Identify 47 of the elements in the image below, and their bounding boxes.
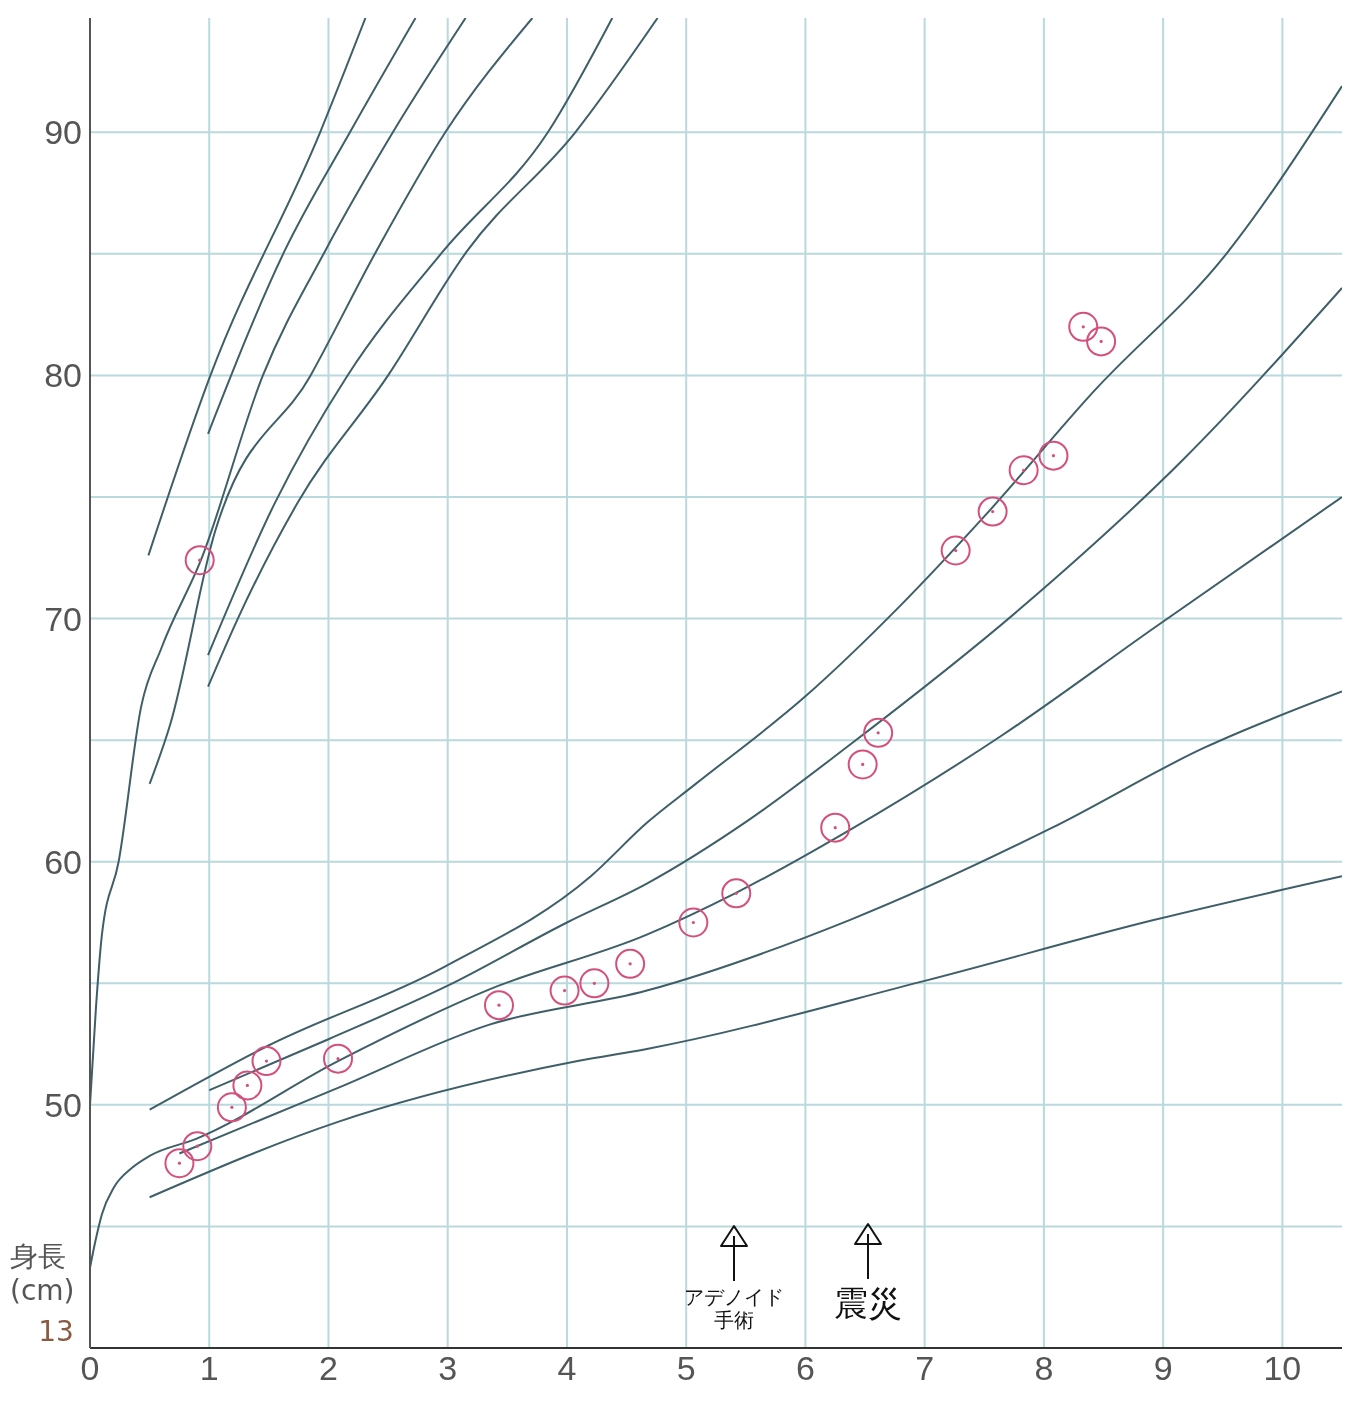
y-tick-label: 60 [44,842,82,881]
point [977,496,1008,527]
point [216,1092,247,1123]
point [721,878,752,909]
point [615,948,646,979]
x-tick-label: 5 [676,1349,696,1388]
line-series [208,286,1342,1092]
y-axis-title: 身長 (cm) [10,1240,75,1308]
point [1086,326,1117,357]
line-series [147,18,367,557]
y-tick-label: 80 [44,356,82,395]
x-tick-label: 1 [199,1349,219,1388]
point [232,1070,263,1101]
line-series [148,85,1342,1111]
point [847,749,878,780]
point [863,717,894,748]
x-tick-label: 3 [438,1349,458,1388]
point [678,907,709,938]
text: 13 [37,1315,75,1349]
point [1038,440,1069,471]
x-tick-label: 10 [1263,1349,1302,1388]
x-tick-label: 2 [319,1349,338,1388]
x-tick-label: 8 [1034,1349,1054,1388]
annotation: アデノイド手術 [683,1285,785,1332]
y-tick-label: 50 [44,1085,82,1124]
point [323,1043,354,1074]
y-tick-label: 90 [44,113,82,152]
point [820,812,851,843]
x-tick-label: 4 [557,1349,577,1388]
point [549,975,580,1006]
x-tick-label: 9 [1153,1349,1173,1388]
annotation: 震災 [833,1283,903,1324]
point [483,990,514,1021]
point [251,1046,282,1077]
x-tick-label: 0 [80,1349,100,1388]
point [1068,311,1099,342]
x-tick-label: 6 [795,1349,815,1388]
line-series [207,18,417,435]
point [1008,455,1039,486]
line-series [148,875,1342,1199]
point [940,535,971,566]
point [164,1148,195,1179]
point [184,545,215,576]
y-tick-label: 70 [44,599,82,638]
point [579,968,610,999]
point [182,1131,213,1162]
x-tick-label: 7 [915,1349,935,1388]
